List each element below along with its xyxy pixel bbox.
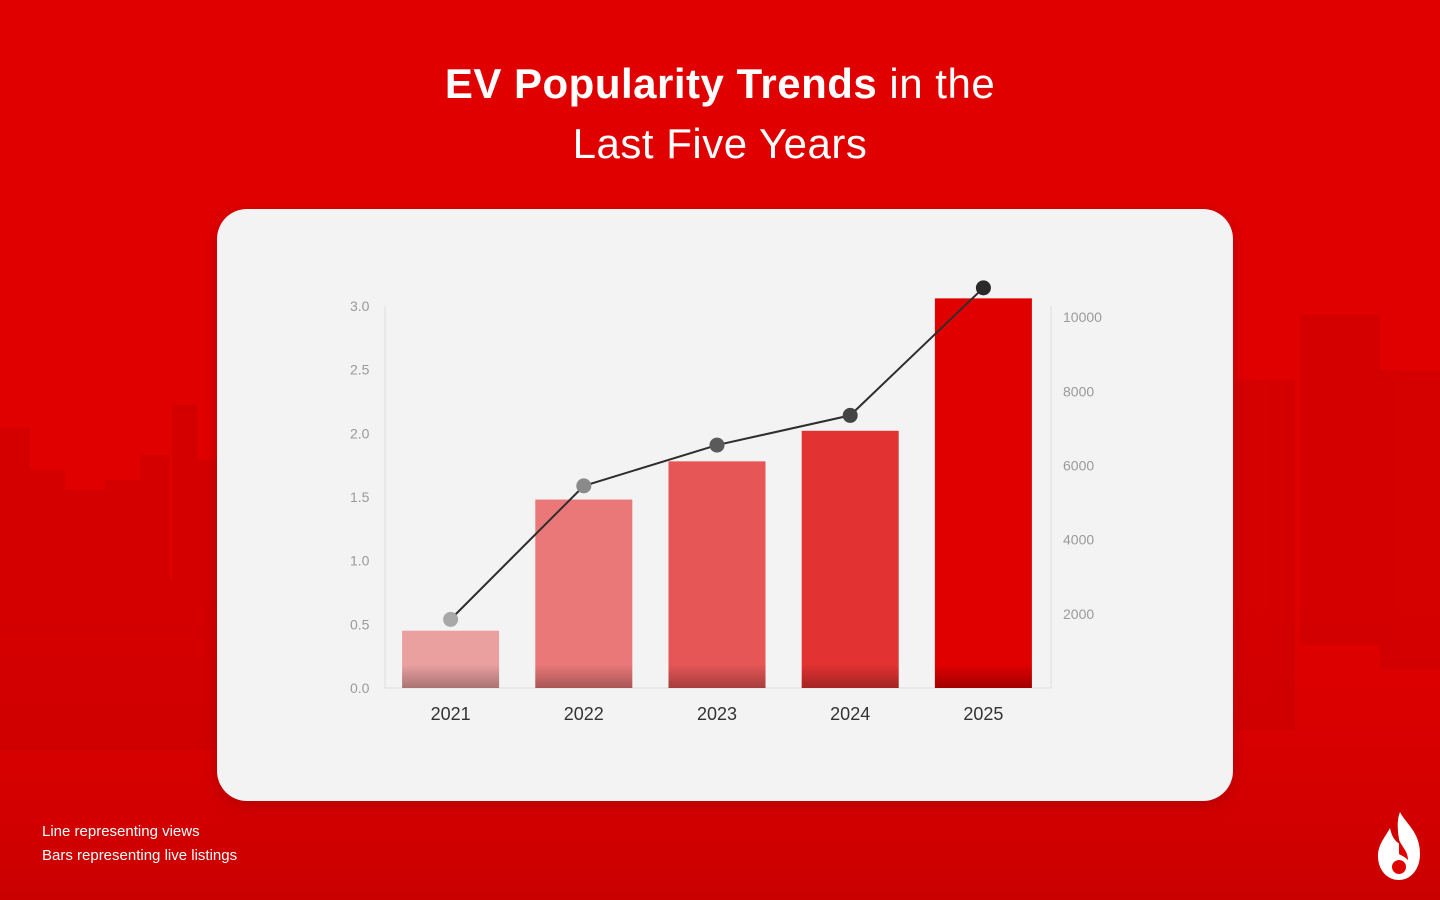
y-left-tick-label: 1.5 bbox=[350, 489, 370, 505]
y-right-tick-label: 6000 bbox=[1063, 457, 1094, 473]
y-right-tick-label: 2000 bbox=[1063, 606, 1094, 622]
combo-chart: 0.0 0.5 1.0 1.5 2.0 2.5 3.0 2000 4000 6000 8000 100… bbox=[350, 280, 1102, 724]
x-tick-label: 2025 bbox=[963, 704, 1003, 724]
y-left-tick-label: 0.5 bbox=[350, 616, 370, 632]
y-left-tick-label: 2.5 bbox=[350, 362, 370, 378]
y-left-tick-label: 2.0 bbox=[350, 425, 370, 441]
bar-legend-note: Bars representing live listings bbox=[42, 847, 238, 864]
line-point bbox=[576, 478, 592, 494]
bar bbox=[535, 499, 633, 688]
chart-card: 0.0 0.5 1.0 1.5 2.0 2.5 3.0 2000 4000 6000 8000 100… bbox=[217, 209, 1233, 801]
bar-shadow bbox=[934, 664, 1032, 688]
y-left-tick-label: 1.0 bbox=[350, 553, 370, 569]
line-point bbox=[709, 437, 725, 453]
bar-shadow bbox=[801, 664, 899, 688]
title-light: in the bbox=[877, 60, 996, 107]
line-legend-note: Line representing views bbox=[42, 823, 200, 840]
y-right-tick-label: 8000 bbox=[1063, 383, 1094, 399]
x-tick-label: 2024 bbox=[830, 704, 870, 724]
title-bold: EV Popularity Trends bbox=[444, 60, 878, 107]
line-point bbox=[443, 611, 459, 627]
x-tick-label: 2023 bbox=[697, 704, 737, 724]
legend-notes: Line representing views Bars representin… bbox=[42, 820, 237, 868]
title-line-2: Last Five Years bbox=[572, 120, 868, 167]
y-left-tick-label: 3.0 bbox=[350, 298, 370, 314]
x-tick-label: 2022 bbox=[564, 704, 604, 724]
bar bbox=[668, 461, 766, 688]
line-point bbox=[975, 280, 991, 296]
bar bbox=[801, 430, 899, 688]
chart-title: EV Popularity Trends in the Last Five Ye… bbox=[0, 54, 1440, 174]
y-right-tick-label: 4000 bbox=[1063, 532, 1094, 548]
line-point bbox=[842, 407, 858, 423]
bar-shadow bbox=[535, 664, 633, 688]
bar-shadow bbox=[668, 664, 766, 688]
bar-shadow bbox=[402, 664, 500, 688]
y-right-tick-label: 10000 bbox=[1063, 309, 1102, 325]
x-tick-label: 2021 bbox=[431, 704, 471, 724]
flame-logo-icon bbox=[1378, 812, 1420, 880]
bar bbox=[934, 298, 1032, 688]
y-left-tick-label: 0.0 bbox=[350, 680, 370, 696]
